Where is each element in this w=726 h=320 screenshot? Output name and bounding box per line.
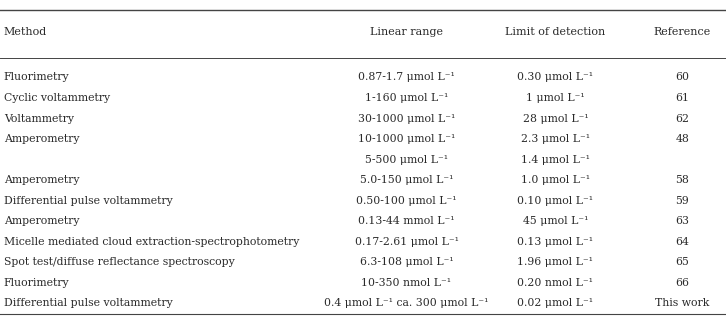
Text: 0.02 μmol L⁻¹: 0.02 μmol L⁻¹ <box>518 298 593 308</box>
Text: 0.50-100 μmol L⁻¹: 0.50-100 μmol L⁻¹ <box>356 196 457 206</box>
Text: Spot test/diffuse reflectance spectroscopy: Spot test/diffuse reflectance spectrosco… <box>4 257 234 267</box>
Text: 59: 59 <box>676 196 689 206</box>
Text: 62: 62 <box>675 114 690 124</box>
Text: 64: 64 <box>675 237 690 247</box>
Text: 45 μmol L⁻¹: 45 μmol L⁻¹ <box>523 216 588 226</box>
Text: 58: 58 <box>675 175 690 185</box>
Text: 60: 60 <box>675 72 690 83</box>
Text: 30-1000 μmol L⁻¹: 30-1000 μmol L⁻¹ <box>358 114 455 124</box>
Text: Differential pulse voltammetry: Differential pulse voltammetry <box>4 196 172 206</box>
Text: Fluorimetry: Fluorimetry <box>4 72 69 83</box>
Text: Fluorimetry: Fluorimetry <box>4 278 69 288</box>
Text: 63: 63 <box>675 216 690 226</box>
Text: Voltammetry: Voltammetry <box>4 114 73 124</box>
Text: 0.17-2.61 μmol L⁻¹: 0.17-2.61 μmol L⁻¹ <box>354 237 459 247</box>
Text: 1-160 μmol L⁻¹: 1-160 μmol L⁻¹ <box>365 93 448 103</box>
Text: 1.96 μmol L⁻¹: 1.96 μmol L⁻¹ <box>518 257 593 267</box>
Text: 10-1000 μmol L⁻¹: 10-1000 μmol L⁻¹ <box>358 134 455 144</box>
Text: 1 μmol L⁻¹: 1 μmol L⁻¹ <box>526 93 584 103</box>
Text: 2.3 μmol L⁻¹: 2.3 μmol L⁻¹ <box>521 134 590 144</box>
Text: Linear range: Linear range <box>370 27 443 37</box>
Text: 5-500 μmol L⁻¹: 5-500 μmol L⁻¹ <box>365 155 448 164</box>
Text: 0.13-44 mmol L⁻¹: 0.13-44 mmol L⁻¹ <box>358 216 455 226</box>
Text: 28 μmol L⁻¹: 28 μmol L⁻¹ <box>523 114 588 124</box>
Text: 61: 61 <box>675 93 690 103</box>
Text: This work: This work <box>656 298 709 308</box>
Text: Limit of detection: Limit of detection <box>505 27 605 37</box>
Text: 0.20 nmol L⁻¹: 0.20 nmol L⁻¹ <box>518 278 593 288</box>
Text: Amperometry: Amperometry <box>4 175 79 185</box>
Text: Method: Method <box>4 27 47 37</box>
Text: 5.0-150 μmol L⁻¹: 5.0-150 μmol L⁻¹ <box>360 175 453 185</box>
Text: Amperometry: Amperometry <box>4 216 79 226</box>
Text: 6.3-108 μmol L⁻¹: 6.3-108 μmol L⁻¹ <box>359 257 454 267</box>
Text: 0.10 μmol L⁻¹: 0.10 μmol L⁻¹ <box>518 196 593 206</box>
Text: 1.4 μmol L⁻¹: 1.4 μmol L⁻¹ <box>521 155 590 164</box>
Text: Amperometry: Amperometry <box>4 134 79 144</box>
Text: 0.30 μmol L⁻¹: 0.30 μmol L⁻¹ <box>518 72 593 83</box>
Text: 65: 65 <box>675 257 690 267</box>
Text: Cyclic voltammetry: Cyclic voltammetry <box>4 93 110 103</box>
Text: Micelle mediated cloud extraction-spectrophotometry: Micelle mediated cloud extraction-spectr… <box>4 237 299 247</box>
Text: 66: 66 <box>675 278 690 288</box>
Text: Differential pulse voltammetry: Differential pulse voltammetry <box>4 298 172 308</box>
Text: 1.0 μmol L⁻¹: 1.0 μmol L⁻¹ <box>521 175 590 185</box>
Text: Reference: Reference <box>654 27 711 37</box>
Text: 0.87-1.7 μmol L⁻¹: 0.87-1.7 μmol L⁻¹ <box>358 72 455 83</box>
Text: 0.4 μmol L⁻¹ ca. 300 μmol L⁻¹: 0.4 μmol L⁻¹ ca. 300 μmol L⁻¹ <box>325 298 489 308</box>
Text: 48: 48 <box>675 134 690 144</box>
Text: 10-350 nmol L⁻¹: 10-350 nmol L⁻¹ <box>362 278 452 288</box>
Text: 0.13 μmol L⁻¹: 0.13 μmol L⁻¹ <box>518 237 593 247</box>
